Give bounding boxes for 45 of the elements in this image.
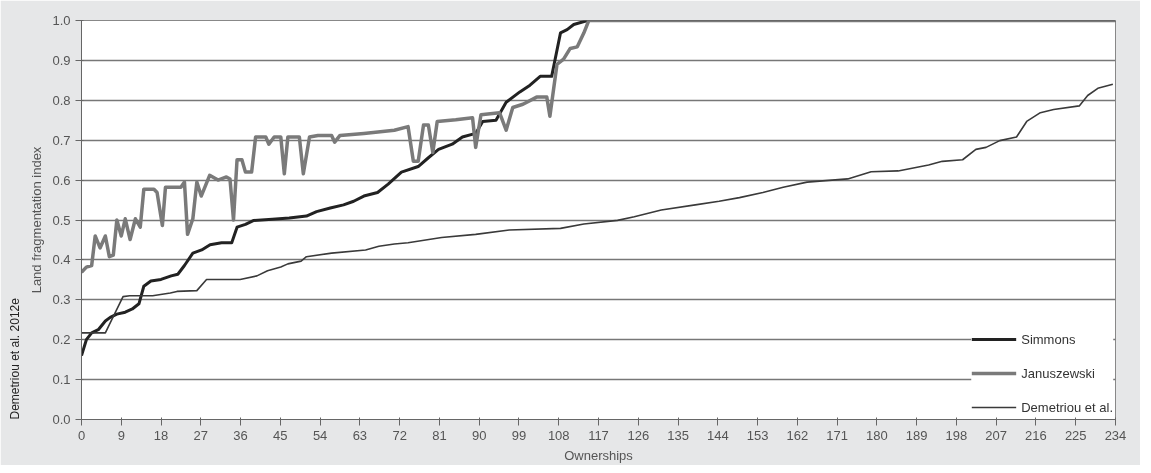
x-tick-label: 171	[826, 427, 848, 443]
line-series	[81, 83, 1114, 334]
x-tick-label: 180	[866, 427, 888, 443]
x-tick-label: 207	[985, 427, 1008, 443]
y-tick-label: 0.0	[52, 412, 71, 427]
y-tick-label: 0.3	[52, 292, 71, 308]
x-tick-label: 90	[471, 427, 487, 443]
x-tick-label: 135	[667, 427, 689, 443]
x-tick-label: 9	[117, 427, 125, 443]
y-tick-label: 0.1	[52, 372, 71, 388]
x-tick-label: 81	[432, 427, 447, 443]
x-tick-label: 189	[905, 427, 928, 443]
y-tick-label: 0.7	[52, 132, 71, 148]
y-tick-label: 0.5	[52, 212, 71, 228]
y-tick-label: 0.9	[52, 52, 71, 68]
y-tick-label: 0.8	[52, 92, 71, 108]
x-tick-label: 144	[706, 427, 729, 443]
x-tick-label: 126	[627, 427, 650, 443]
y-tick-label: 0.4	[52, 252, 71, 268]
x-tick-label: 216	[1025, 427, 1047, 443]
y-axis-title: Land fragmentation index	[29, 146, 45, 294]
x-tick-label: 225	[1064, 427, 1087, 443]
x-tick-label: 45	[273, 427, 288, 443]
x-tick-label: 54	[312, 427, 328, 443]
x-tick-label: 198	[945, 427, 968, 443]
legend-label: Januszewski	[1021, 365, 1095, 381]
x-tick-label: 36	[233, 427, 248, 443]
x-tick-label: 18	[153, 427, 169, 443]
legend-label: Demetriou et al.	[1021, 399, 1113, 415]
x-tick-label: 153	[746, 427, 769, 443]
y-tick-label: 0.2	[52, 332, 71, 348]
x-tick-label: 27	[193, 427, 209, 443]
x-tick-label: 162	[786, 427, 809, 443]
x-tick-label: 63	[352, 427, 368, 443]
x-tick-label: 99	[511, 427, 527, 443]
x-tick-label: 72	[392, 427, 407, 443]
x-tick-label: 117	[588, 427, 609, 443]
x-axis-title: Ownerships	[564, 447, 634, 463]
x-tick-label: 108	[547, 427, 570, 443]
x-tick-label: 0	[77, 427, 86, 443]
legend-label: Simmons	[1021, 331, 1076, 347]
text: Demetriou et al. 2012e	[7, 297, 22, 420]
y-tick-label: 1.0	[52, 13, 71, 28]
x-tick-label: 234	[1104, 427, 1127, 443]
y-tick-label: 0.6	[52, 172, 71, 188]
